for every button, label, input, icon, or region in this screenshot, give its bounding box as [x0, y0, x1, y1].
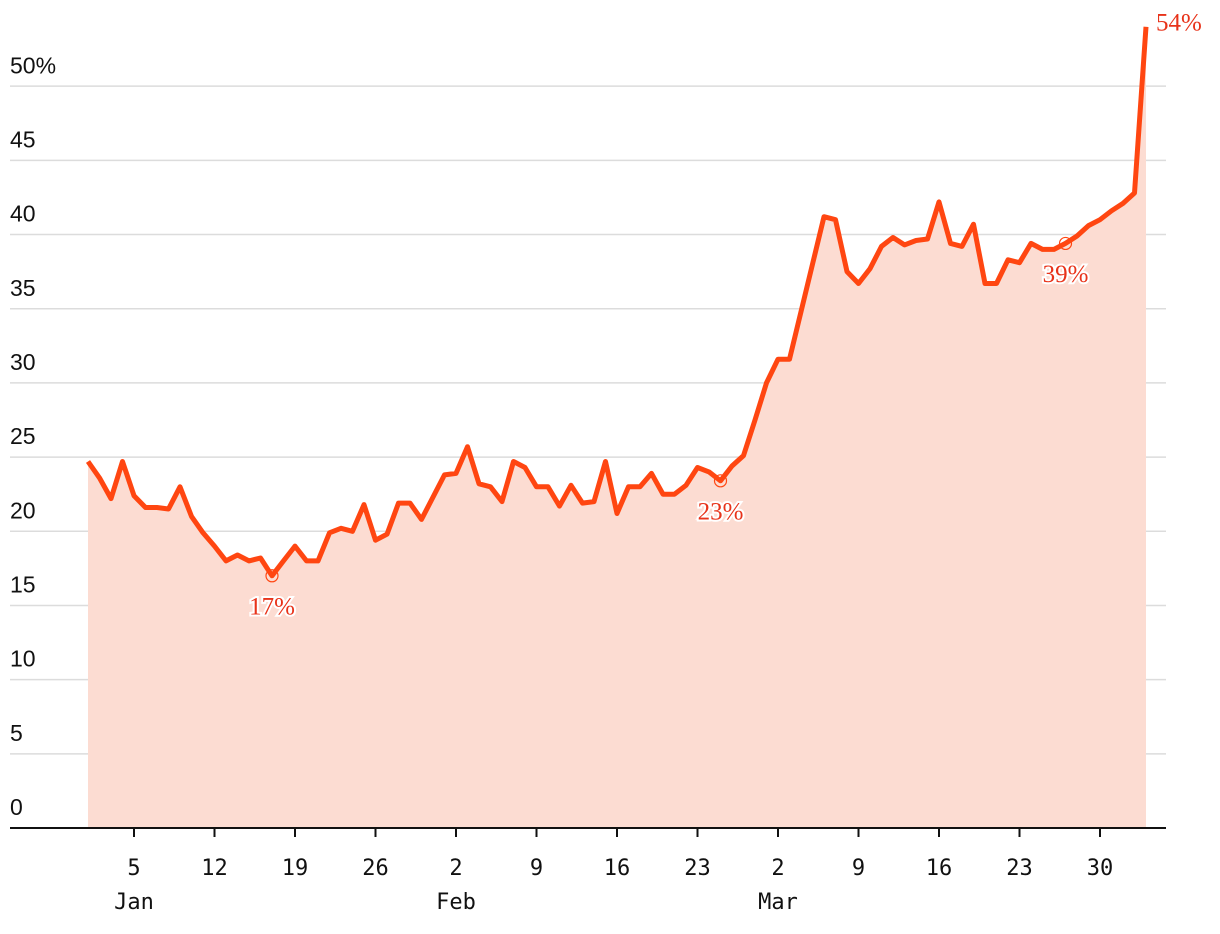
y-tick-label: 10 — [10, 646, 36, 672]
y-tick-label: 35 — [10, 275, 36, 301]
x-tick-label: 23 — [684, 856, 711, 881]
y-tick-label: 20 — [10, 497, 36, 523]
data-point — [713, 474, 728, 488]
data-point — [265, 569, 279, 583]
x-tick-label: 2 — [771, 856, 784, 881]
y-tick-label: 45 — [10, 126, 36, 152]
x-tick-label: 16 — [604, 856, 631, 881]
line — [85, 26, 1149, 579]
x-tick-label: 2 — [449, 856, 462, 881]
data-label: 23% — [698, 499, 744, 526]
x-tick-label: 19 — [282, 856, 309, 881]
x-tick-label: 5 — [127, 856, 140, 881]
x-tick-label: 12 — [201, 856, 228, 881]
area — [88, 26, 1146, 829]
x-tick-label: 9 — [530, 856, 543, 881]
x-month-label: Jan — [114, 890, 154, 915]
data-point — [1058, 236, 1073, 251]
y-tick-label: 25 — [10, 423, 36, 449]
x-tick-label: 16 — [926, 856, 953, 881]
y-tick-label: 0 — [10, 794, 23, 820]
x-tick-label: 23 — [1006, 856, 1033, 881]
y-tick-label: 30 — [10, 349, 36, 375]
y-tick-label: 50% — [10, 52, 56, 78]
x-month-label: Feb — [436, 890, 476, 915]
y-tick-label: 15 — [10, 572, 36, 598]
y-tick-label: 40 — [10, 201, 36, 227]
y-tick-label: 5 — [10, 720, 23, 746]
x-tick-label: 30 — [1087, 856, 1114, 881]
data-label: 17% — [249, 594, 295, 621]
x-tick-label: 26 — [362, 856, 389, 881]
data-label: 39% — [1043, 261, 1089, 288]
x-tick-label: 9 — [852, 856, 865, 881]
x-month-label: Mar — [758, 890, 798, 915]
data-label: 54% — [1156, 10, 1202, 37]
